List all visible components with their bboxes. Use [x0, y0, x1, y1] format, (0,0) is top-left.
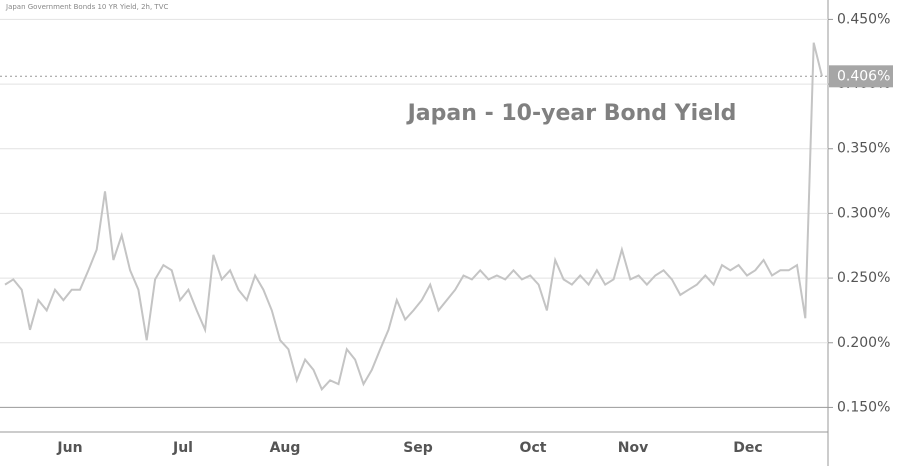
- price-label-box: [829, 65, 893, 88]
- x-tick-label: Oct: [520, 440, 547, 456]
- x-tick-label: Nov: [618, 440, 648, 456]
- y-tick-label: 0.450%: [837, 11, 890, 27]
- x-tick-label: Aug: [270, 440, 301, 456]
- y-tick-label: 0.200%: [837, 335, 890, 351]
- chart-title: Japan - 10-year Bond Yield: [406, 101, 737, 126]
- y-tick-label: 0.300%: [837, 205, 890, 221]
- price-label: 0.406%: [837, 68, 890, 84]
- line: [4, 42, 823, 392]
- source-label: Japan Government Bonds 10 YR Yield, 2h, …: [5, 3, 168, 11]
- grid: [0, 18, 828, 408]
- x-tick-label: Jun: [56, 440, 82, 456]
- x-tick-label: Sep: [403, 440, 433, 456]
- y-tick-label: 0.250%: [837, 270, 890, 286]
- x-tick-label: Dec: [733, 440, 762, 456]
- y-tick-label: 0.350%: [837, 141, 890, 157]
- y-tick-label: 0.150%: [837, 399, 890, 415]
- x-tick-label: Jul: [172, 440, 193, 456]
